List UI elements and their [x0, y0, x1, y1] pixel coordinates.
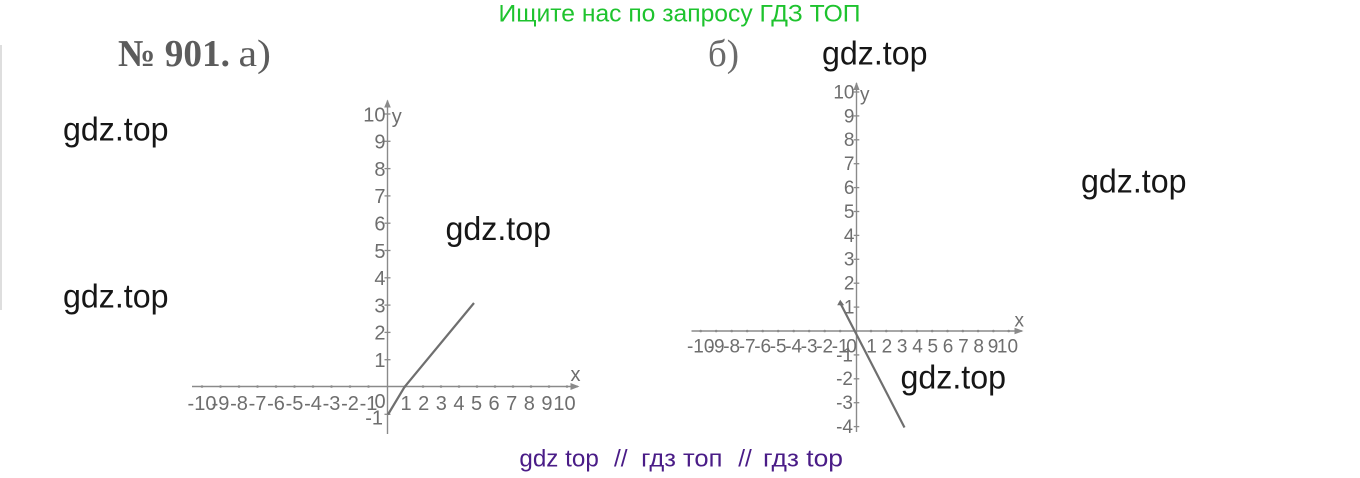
svg-text:x: x	[571, 364, 581, 386]
svg-text:7: 7	[374, 186, 385, 208]
svg-text:3: 3	[897, 337, 908, 358]
svg-text:-4: -4	[836, 417, 853, 438]
svg-text:4: 4	[844, 226, 855, 247]
svg-text:9: 9	[374, 132, 385, 154]
svg-text:-3: -3	[801, 337, 818, 358]
svg-text:4: 4	[374, 268, 385, 290]
svg-text:-6: -6	[267, 393, 285, 415]
svg-text:5: 5	[374, 241, 385, 263]
svg-text:1: 1	[401, 393, 412, 415]
svg-text:-8: -8	[723, 337, 740, 358]
svg-text:gdz.top: gdz.top	[63, 277, 169, 314]
svg-text:8: 8	[973, 337, 984, 358]
svg-text:2: 2	[374, 323, 385, 345]
svg-text:№ 901.: № 901.	[118, 33, 230, 75]
svg-text:3: 3	[844, 250, 855, 271]
svg-text:-1: -1	[832, 337, 849, 358]
svg-text:gdz.top: gdz.top	[901, 359, 1007, 396]
svg-text:1: 1	[844, 298, 855, 319]
svg-text:-3: -3	[836, 393, 853, 414]
svg-text:-10: -10	[188, 393, 217, 415]
svg-text:1: 1	[374, 350, 385, 372]
svg-text:8: 8	[844, 130, 855, 151]
svg-text:9: 9	[844, 106, 855, 127]
svg-text:0: 0	[374, 391, 385, 413]
svg-text:gdz.top: gdz.top	[446, 210, 552, 247]
svg-text:-5: -5	[286, 393, 304, 415]
svg-text:2: 2	[844, 274, 855, 295]
svg-text:y: y	[392, 106, 402, 128]
svg-text:-4: -4	[785, 337, 802, 358]
svg-text:6: 6	[489, 393, 500, 415]
svg-text:гдз топ: гдз топ	[641, 445, 722, 472]
svg-text:6: 6	[943, 337, 954, 358]
svg-text:2: 2	[882, 337, 893, 358]
svg-text:0: 0	[846, 337, 857, 358]
svg-text:-4: -4	[304, 393, 322, 415]
svg-text:gdz.top: gdz.top	[822, 35, 928, 72]
svg-text:-1: -1	[365, 408, 383, 430]
svg-text:7: 7	[844, 154, 855, 175]
svg-text:10: 10	[553, 393, 575, 415]
svg-text:gdz top: gdz top	[519, 445, 598, 472]
svg-text:-9: -9	[212, 393, 230, 415]
svg-text:gdz.top: gdz.top	[1081, 162, 1187, 199]
svg-text:10: 10	[363, 104, 385, 126]
svg-text:7: 7	[958, 337, 969, 358]
svg-text:y: y	[860, 85, 870, 106]
svg-text:8: 8	[374, 159, 385, 181]
svg-text:4: 4	[912, 337, 923, 358]
svg-text:-9: -9	[708, 337, 725, 358]
svg-text:7: 7	[506, 393, 517, 415]
svg-text:б): б)	[708, 33, 739, 75]
svg-text:5: 5	[471, 393, 482, 415]
svg-text:10: 10	[833, 82, 854, 103]
svg-text://: //	[614, 445, 628, 472]
svg-text://: //	[738, 445, 752, 472]
svg-text:-2: -2	[816, 337, 833, 358]
svg-text:5: 5	[928, 337, 939, 358]
svg-text:-8: -8	[230, 393, 248, 415]
svg-text:-2: -2	[341, 393, 359, 415]
svg-text:3: 3	[374, 295, 385, 317]
svg-text:-7: -7	[739, 337, 756, 358]
svg-text:Ищите нас по запросу ГДЗ ТОП: Ищите нас по запросу ГДЗ ТОП	[499, 0, 861, 27]
svg-text:9: 9	[988, 337, 999, 358]
svg-text:а): а)	[239, 33, 272, 75]
svg-text:1: 1	[866, 337, 877, 358]
svg-text:8: 8	[524, 393, 535, 415]
svg-text:6: 6	[374, 214, 385, 236]
svg-text:-3: -3	[323, 393, 341, 415]
svg-text:x: x	[1015, 311, 1025, 332]
svg-text:5: 5	[844, 202, 855, 223]
svg-text:2: 2	[418, 393, 429, 415]
svg-text:9: 9	[541, 393, 552, 415]
svg-text:10: 10	[997, 337, 1018, 358]
svg-text:-6: -6	[754, 337, 771, 358]
svg-text:4: 4	[453, 393, 464, 415]
svg-text:-2: -2	[836, 369, 853, 390]
svg-text:6: 6	[844, 178, 855, 199]
svg-text:-5: -5	[770, 337, 787, 358]
svg-text:-1: -1	[836, 345, 853, 366]
svg-text:-7: -7	[249, 393, 267, 415]
svg-text:-1: -1	[360, 393, 378, 415]
svg-text:3: 3	[436, 393, 447, 415]
svg-text:gdz.top: gdz.top	[63, 110, 169, 147]
svg-text:-10: -10	[687, 337, 714, 358]
svg-text:гдз top: гдз top	[763, 445, 843, 472]
